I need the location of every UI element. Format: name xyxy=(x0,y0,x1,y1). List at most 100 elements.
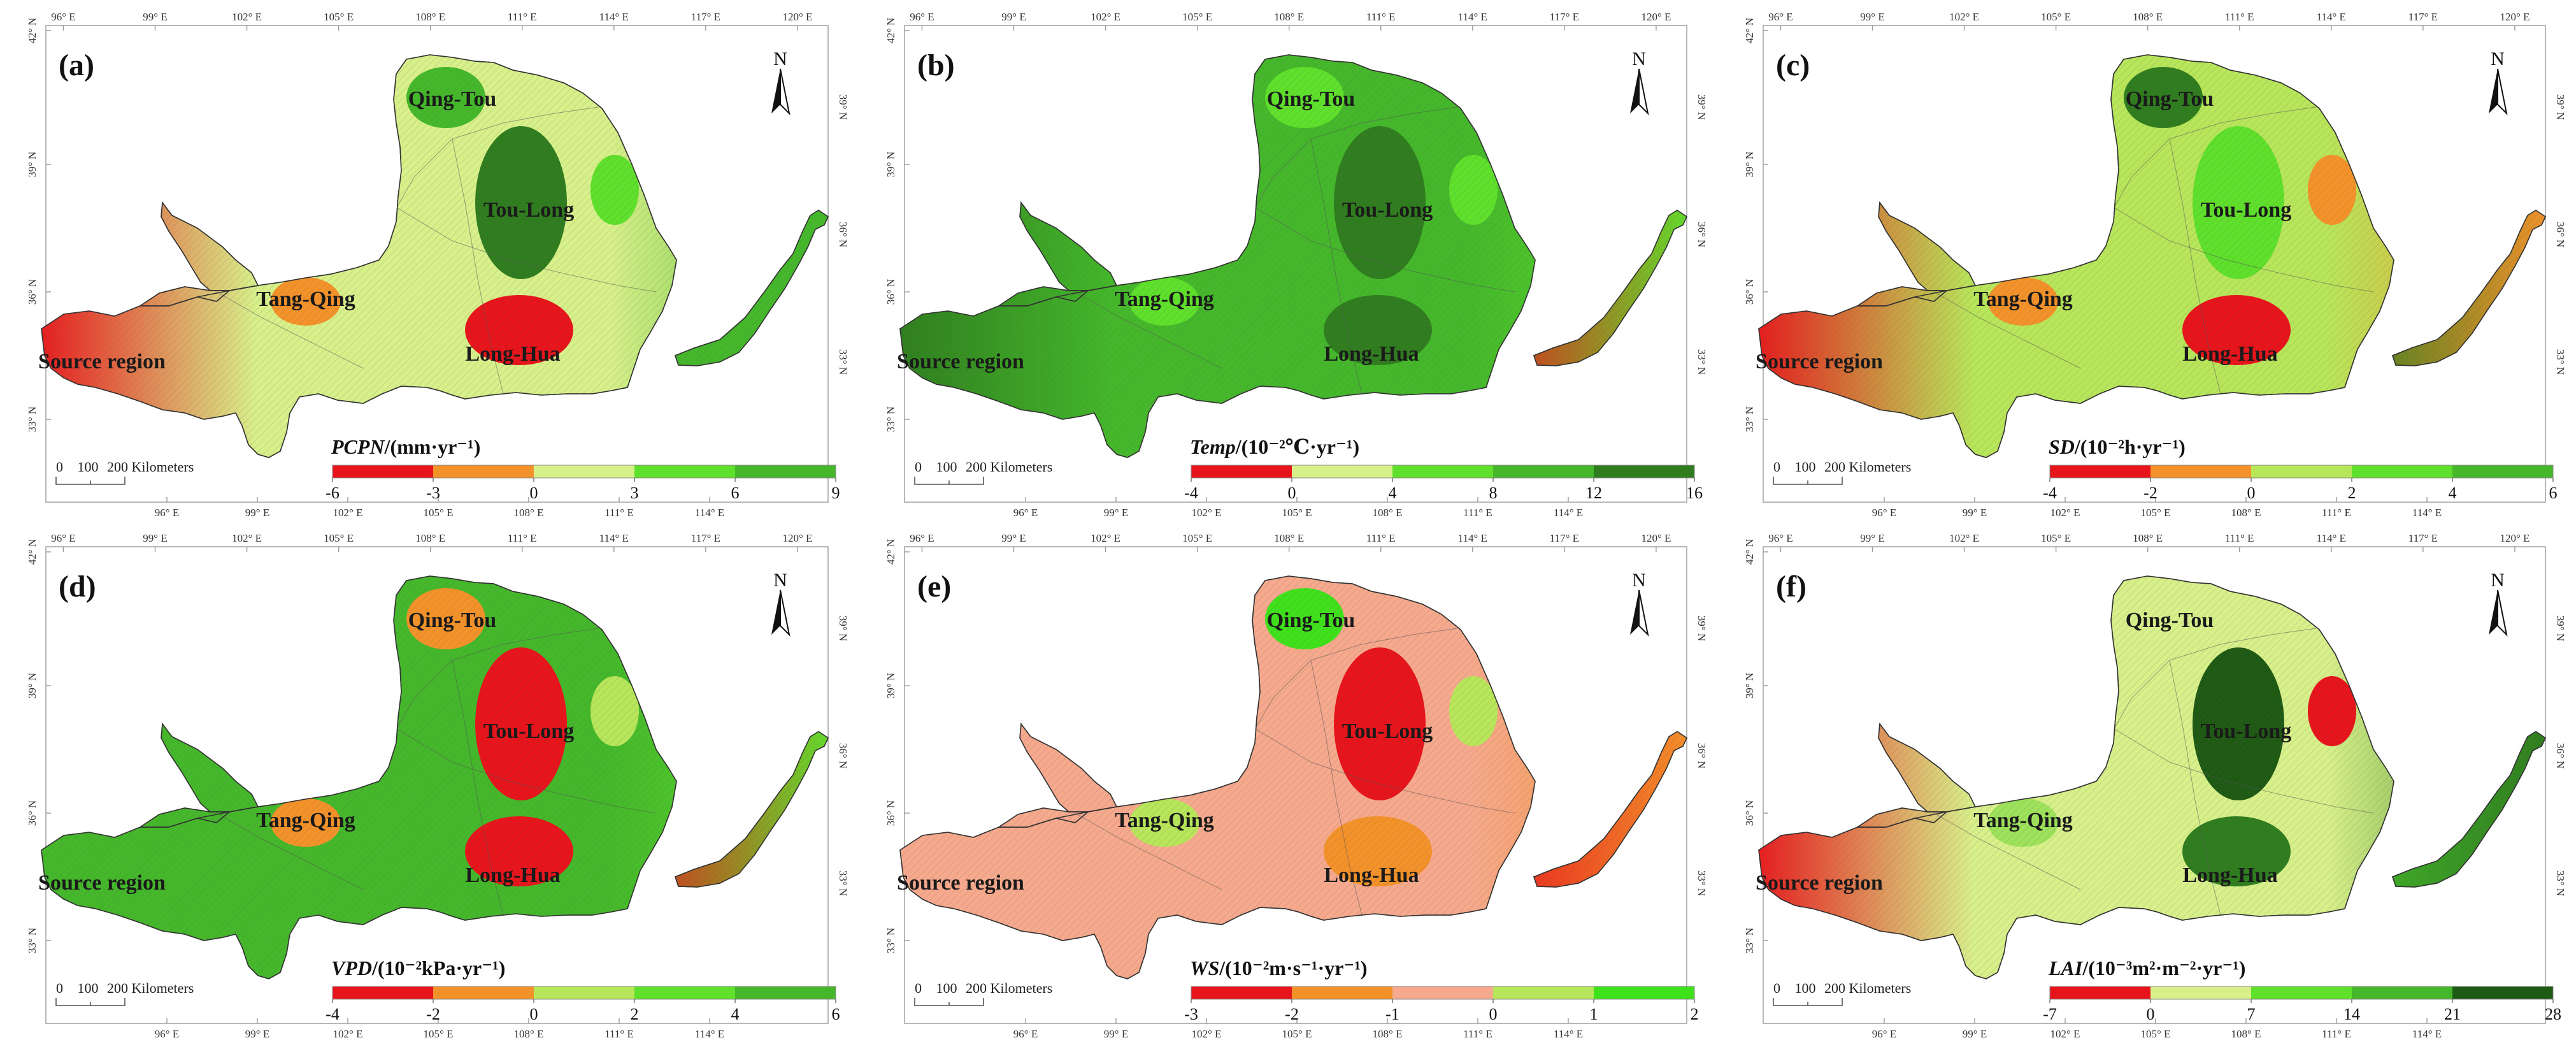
panel-letter: (e) xyxy=(917,570,951,603)
legend-tick-label: -7 xyxy=(2043,1005,2057,1023)
latitude-label-right: 39° N xyxy=(837,616,849,641)
region-label: Qing-Tou xyxy=(1267,87,1356,111)
longitude-label: 114° E xyxy=(2317,11,2346,23)
longitude-label-bottom: 105° E xyxy=(1282,507,1312,519)
north-arrow-icon: N xyxy=(771,48,791,116)
legend-tick-label: 4 xyxy=(1389,484,1397,502)
map-panel-f: 96° E 99° E 96° E 102° E 99° E 105° E 102° E 10… xyxy=(1743,532,2566,1040)
region-label: Long-Hua xyxy=(2182,342,2277,366)
north-label: N xyxy=(773,48,787,69)
latitude-label-right: 39° N xyxy=(837,94,849,120)
longitude-label-bottom: 114° E xyxy=(1554,507,1583,519)
region-label: Tang-Qing xyxy=(1115,287,1214,311)
legend-title: VPD/(10⁻²kPa·yr⁻¹) xyxy=(331,957,505,979)
latitude-label: 42° N xyxy=(885,18,897,43)
legend-colorbar: -4 0 4 8 12 16 xyxy=(1184,465,1703,502)
longitude-label: 102° E xyxy=(1949,532,1979,544)
longitude-label: 108° E xyxy=(2133,532,2163,544)
legend-swatch xyxy=(2050,986,2150,999)
longitude-label-bottom: 114° E xyxy=(1554,1028,1583,1040)
legend-tick-label: 0 xyxy=(530,1005,538,1023)
legend-tick-label: -2 xyxy=(2143,484,2157,502)
region-label: Long-Hua xyxy=(1324,342,1419,366)
longitude-label: 120° E xyxy=(782,11,812,23)
longitude-label: 102° E xyxy=(1949,11,1979,23)
legend-tick-label: 9 xyxy=(832,484,840,502)
north-label: N xyxy=(1632,570,1646,591)
longitude-label: 120° E xyxy=(1641,11,1671,23)
scale-label: 0 xyxy=(1773,980,1780,996)
basin-map xyxy=(899,575,1688,979)
region-label: Qing-Tou xyxy=(2126,87,2214,111)
legend-swatch xyxy=(534,986,634,999)
region-label: Long-Hua xyxy=(465,863,560,887)
scale-label: 0 xyxy=(56,459,63,475)
region-label: Tou-Long xyxy=(2201,719,2291,743)
longitude-label-bottom: 108° E xyxy=(2231,1028,2261,1040)
longitude-label-bottom: 108° E xyxy=(1373,1028,1403,1040)
longitude-label: 96° E xyxy=(910,532,934,544)
latitude-label: 39° N xyxy=(885,673,897,698)
north-label: N xyxy=(1632,48,1646,69)
longitude-label-bottom: 105° E xyxy=(2141,507,2171,519)
legend-swatch xyxy=(1594,465,1694,478)
latitude-label-right: 33° N xyxy=(1696,870,1708,896)
longitude-label-bottom: 102° E xyxy=(333,507,363,519)
longitude-label-bottom: 96° E xyxy=(155,1028,179,1040)
longitude-label: 114° E xyxy=(1458,11,1487,23)
latitude-label: 36° N xyxy=(1743,279,1756,305)
panel-letter: (d) xyxy=(59,570,96,603)
latitude-label: 36° N xyxy=(885,800,897,826)
legend-swatch xyxy=(2050,465,2150,478)
longitude-label: 99° E xyxy=(143,532,167,544)
scale-label: 100 xyxy=(1795,459,1816,475)
longitude-label-bottom: 105° E xyxy=(424,1028,454,1040)
north-arrow-icon: N xyxy=(2489,48,2508,116)
scale-label: 0 xyxy=(915,459,922,475)
legend-swatch xyxy=(1392,465,1493,478)
longitude-label: 99° E xyxy=(1860,11,1884,23)
scale-label: 200 Kilometers xyxy=(966,980,1052,996)
region-label: Tou-Long xyxy=(483,198,574,222)
legend-tick-label: 6 xyxy=(832,1005,840,1023)
latitude-label: 39° N xyxy=(26,673,38,698)
legend-tick-label: 21 xyxy=(2444,1005,2461,1023)
latitude-label-right: 39° N xyxy=(1696,616,1708,641)
legend-swatch xyxy=(735,465,836,478)
longitude-label-bottom: 99° E xyxy=(1104,507,1128,519)
scale-label: 100 xyxy=(936,459,957,475)
scale-label: 200 Kilometers xyxy=(966,459,1052,475)
legend-tick-label: 1 xyxy=(1590,1005,1598,1023)
latitude-label-right: 33° N xyxy=(837,870,849,896)
scale-label: 100 xyxy=(936,980,957,996)
scale-bar: 0 100 200 Kilometers xyxy=(914,459,1052,485)
legend-swatch xyxy=(2452,465,2553,478)
region-label: Tang-Qing xyxy=(256,287,355,311)
longitude-label-bottom: 111° E xyxy=(2322,507,2351,519)
longitude-label-bottom: 114° E xyxy=(2412,507,2442,519)
scale-bar: 0 100 200 Kilometers xyxy=(55,980,194,1006)
latitude-label: 33° N xyxy=(1743,928,1756,953)
legend-swatch xyxy=(2150,465,2251,478)
longitude-label: 102° E xyxy=(1091,532,1120,544)
latitude-label: 39° N xyxy=(26,152,38,177)
scale-label: 200 Kilometers xyxy=(1824,980,1911,996)
legend-tick-label: 12 xyxy=(1585,484,1602,502)
basin-map xyxy=(41,575,829,979)
scale-label: 100 xyxy=(78,459,99,475)
latitude-label-right: 36° N xyxy=(837,222,849,247)
legend-swatch xyxy=(1392,986,1493,999)
region-label: Source region xyxy=(897,350,1024,373)
latitude-label: 36° N xyxy=(26,279,38,305)
region-label: Long-Hua xyxy=(2182,863,2277,887)
longitude-label-bottom: 99° E xyxy=(1963,507,1987,519)
longitude-label-bottom: 99° E xyxy=(245,1028,269,1040)
longitude-label: 99° E xyxy=(1001,532,1026,544)
legend-tick-label: -4 xyxy=(1184,484,1198,502)
legend-title: SD/(10⁻²h·yr⁻¹) xyxy=(2049,435,2186,458)
legend-tick-label: 6 xyxy=(731,484,740,502)
region-label: Qing-Tou xyxy=(408,87,497,111)
longitude-label-bottom: 105° E xyxy=(1282,1028,1312,1040)
legend-tick-label: -2 xyxy=(426,1005,440,1023)
longitude-label-bottom: 102° E xyxy=(2050,1028,2080,1040)
